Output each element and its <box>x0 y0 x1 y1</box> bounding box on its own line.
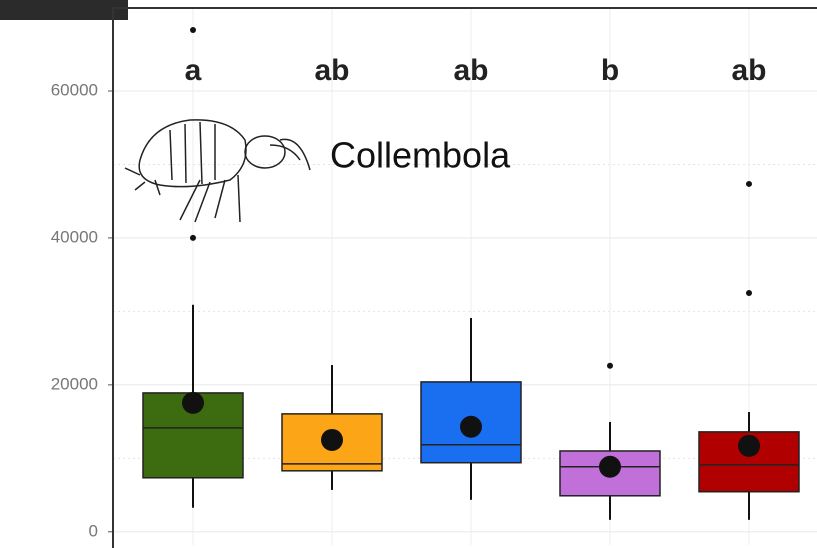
mean-point <box>321 428 343 451</box>
outlier <box>190 234 196 241</box>
mean-point <box>460 415 482 438</box>
group-letter: ab <box>731 54 766 87</box>
group-letter: b <box>601 54 619 87</box>
photo-corner <box>0 0 128 20</box>
mean-point <box>738 434 760 457</box>
group-letter: a <box>185 54 202 87</box>
outlier <box>607 362 613 369</box>
outlier <box>746 180 752 187</box>
mean-point <box>182 391 204 414</box>
outlier <box>746 290 752 297</box>
y-tick-label: 40000 <box>51 227 98 246</box>
springtail-drawing <box>124 119 311 223</box>
y-tick-label: 20000 <box>51 374 98 393</box>
y-tick-label: 60000 <box>51 80 98 99</box>
y-tick-label: 0 <box>89 521 98 540</box>
annotation: Collembola <box>330 135 511 176</box>
marks <box>142 27 800 520</box>
outlier <box>190 27 196 34</box>
group-letter: ab <box>453 54 488 87</box>
mean-point <box>599 455 621 478</box>
group-letter: ab <box>314 54 349 87</box>
